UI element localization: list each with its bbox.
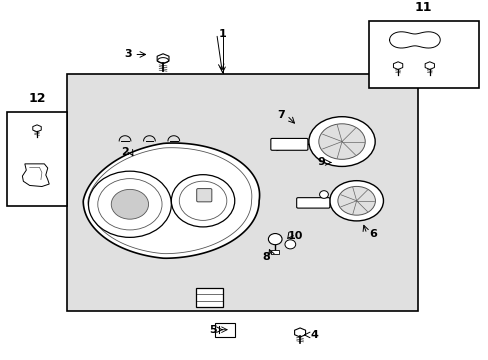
Ellipse shape <box>171 175 234 227</box>
Ellipse shape <box>319 191 328 198</box>
Text: 10: 10 <box>287 231 303 240</box>
Polygon shape <box>22 164 49 186</box>
FancyBboxPatch shape <box>270 139 307 150</box>
Bar <box>66 74 417 311</box>
Ellipse shape <box>329 181 383 221</box>
Ellipse shape <box>268 234 282 245</box>
Ellipse shape <box>111 189 148 219</box>
Ellipse shape <box>308 117 374 166</box>
FancyBboxPatch shape <box>296 198 329 208</box>
Text: 4: 4 <box>310 330 318 340</box>
Text: 11: 11 <box>414 1 431 14</box>
Ellipse shape <box>337 186 375 215</box>
Text: 2: 2 <box>121 147 129 157</box>
Text: 1: 1 <box>218 28 226 39</box>
FancyBboxPatch shape <box>215 323 234 337</box>
Text: 9: 9 <box>317 157 325 167</box>
Bar <box>368 21 478 87</box>
Ellipse shape <box>318 124 365 159</box>
Bar <box>195 288 222 307</box>
Bar <box>6 112 67 206</box>
Text: 8: 8 <box>262 252 270 261</box>
Ellipse shape <box>88 171 171 237</box>
Text: 7: 7 <box>277 111 285 121</box>
Polygon shape <box>83 143 259 258</box>
Text: 5: 5 <box>208 325 216 335</box>
Text: 6: 6 <box>368 229 376 239</box>
Text: 3: 3 <box>124 49 132 59</box>
FancyBboxPatch shape <box>196 189 211 202</box>
Ellipse shape <box>285 240 295 249</box>
Text: 12: 12 <box>28 92 46 105</box>
Bar <box>271 249 279 254</box>
